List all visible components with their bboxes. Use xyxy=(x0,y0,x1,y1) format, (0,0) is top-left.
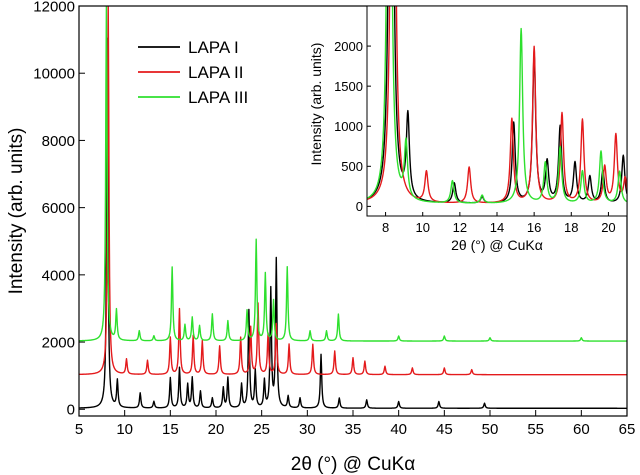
main-x-tick-label: 40 xyxy=(390,421,407,438)
main-series-line-lapa-ii xyxy=(79,6,627,376)
main-y-ticks: 0 2000 4000 6000 8000 10000 12000 xyxy=(33,0,85,419)
inset-y-tick-label: 2000 xyxy=(334,39,363,54)
main-x-tick-label: 15 xyxy=(162,421,179,438)
inset-y-tick-label: 0 xyxy=(356,199,363,214)
main-series-group xyxy=(79,6,627,409)
main-x-tick-label: 65 xyxy=(619,421,636,438)
inset-x-tick-label: 12 xyxy=(453,220,467,235)
main-x-ticks: 5 10 15 20 25 30 35 40 45 50 55 60 65 xyxy=(75,410,636,438)
main-x-tick-label: 20 xyxy=(208,421,225,438)
main-y-tick-label: 4000 xyxy=(42,267,75,284)
inset-x-axis-label: 2θ (°) @ CuKα xyxy=(451,237,543,253)
main-y-tick-label: 12000 xyxy=(33,0,75,15)
main-x-tick-label: 5 xyxy=(75,421,83,438)
main-x-tick-label: 25 xyxy=(253,421,270,438)
main-x-axis-label: 2θ (°) @ CuKα xyxy=(291,454,415,475)
inset-series-line-lapa-iii xyxy=(367,6,627,204)
main-x-tick-label: 45 xyxy=(436,421,453,438)
legend: LAPA I LAPA II LAPA III xyxy=(138,38,248,107)
main-x-tick-label: 50 xyxy=(482,421,499,438)
main-plot: 5 10 15 20 25 30 35 40 45 50 55 60 65 0 2000 4000 6000 8… xyxy=(6,0,635,475)
inset-x-ticks: 8 10 12 14 16 18 20 xyxy=(382,212,616,235)
main-y-tick-label: 2000 xyxy=(42,334,75,351)
legend-label-lapa-iii: LAPA III xyxy=(188,88,248,107)
inset-x-tick-label: 18 xyxy=(564,220,578,235)
inset-y-tick-label: 1000 xyxy=(334,119,363,134)
legend-label-lapa-ii: LAPA II xyxy=(188,63,243,82)
inset-series-group xyxy=(367,6,627,204)
main-series-line-lapa-i xyxy=(79,37,627,409)
inset-x-tick-label: 8 xyxy=(382,220,389,235)
main-y-tick-label: 10000 xyxy=(33,66,75,83)
main-x-tick-label: 30 xyxy=(299,421,316,438)
inset-y-tick-label: 500 xyxy=(341,159,363,174)
inset-y-ticks: 0 500 1000 1500 2000 xyxy=(334,39,371,214)
inset-x-tick-label: 10 xyxy=(415,220,429,235)
inset-y-axis-label: Intensity (arb. units) xyxy=(308,43,324,166)
inset-x-tick-label: 14 xyxy=(490,220,504,235)
main-series-line-lapa-iii xyxy=(79,6,627,342)
inset-x-tick-label: 16 xyxy=(527,220,541,235)
inset-plot: 8 10 12 14 16 18 20 0 500 1000 1500 2000 2θ (°) @ … xyxy=(308,5,628,253)
main-x-tick-label: 35 xyxy=(345,421,362,438)
inset-y-tick-label: 1500 xyxy=(334,79,363,94)
main-y-tick-label: 0 xyxy=(67,402,75,419)
main-x-tick-label: 55 xyxy=(527,421,544,438)
legend-label-lapa-i: LAPA I xyxy=(188,38,239,57)
main-x-tick-label: 60 xyxy=(573,421,590,438)
main-y-tick-label: 6000 xyxy=(42,200,75,217)
main-y-tick-label: 8000 xyxy=(42,133,75,150)
main-x-tick-label: 10 xyxy=(116,421,133,438)
inset-x-tick-label: 20 xyxy=(601,220,615,235)
main-y-axis-label: Intensity (arb. units) xyxy=(6,128,27,295)
